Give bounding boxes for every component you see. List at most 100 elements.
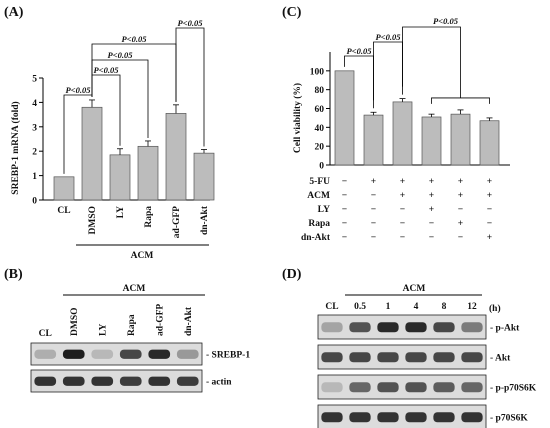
- blot_d-lane-label: 1: [386, 302, 391, 312]
- chart-c-condition-sign: +: [458, 177, 463, 187]
- chart-c-condition-sign: −: [371, 219, 376, 229]
- blot_b-band: [176, 376, 199, 386]
- blot_d-band: [405, 322, 427, 333]
- chart-a-bar: [165, 113, 187, 201]
- chart-a-significance-bracket: [175, 27, 205, 147]
- chart-c-significance-label: P<0.05: [433, 16, 459, 26]
- chart-a-y-tick-label: 2: [32, 148, 37, 158]
- blot_b-row-label: - actin: [206, 378, 232, 388]
- blot_b-lane-label: DMSO: [70, 308, 80, 337]
- blot_b-band: [34, 349, 57, 359]
- blot_b-band: [119, 349, 142, 359]
- blot_d-band: [405, 352, 427, 363]
- blot_d-blot-strip: [317, 404, 487, 428]
- blot_b-band: [34, 376, 57, 386]
- chart-c-significance-label: P<0.05: [376, 32, 402, 42]
- chart-c-y-tick-label: 100: [310, 67, 325, 77]
- blot_b-row-label: - SREBP-1: [206, 351, 250, 361]
- chart-c-y-tick-label: 0: [319, 162, 324, 172]
- blot_d-band: [321, 322, 343, 333]
- chart-a-category-label: dn-Akt: [200, 205, 210, 235]
- chart-c-condition-sign: −: [429, 233, 434, 243]
- blot_d-lane-label: 4: [414, 302, 419, 312]
- chart-c-condition-sign: −: [371, 191, 376, 201]
- panel-c-label: (C): [282, 5, 302, 20]
- blot_b-lane-label: Rapa: [127, 314, 137, 336]
- blot_d-band: [377, 382, 399, 393]
- chart-c-bar: [363, 114, 384, 166]
- chart-c-condition-sign: −: [342, 219, 347, 229]
- blot_d-band: [349, 382, 371, 393]
- blot_d-band: [461, 322, 483, 333]
- chart-c-y-tick-label: 20: [315, 143, 325, 153]
- blot_b-lane-label: CL: [39, 329, 52, 339]
- blot_b-blot-strip: [30, 342, 203, 366]
- blot_d-band: [461, 412, 483, 423]
- blot_b-lane-label: ad-GFP: [155, 304, 165, 336]
- blot_d-blot-strip: [317, 344, 487, 370]
- chart-a-group-label: ACM: [131, 251, 154, 261]
- blot_d-band: [433, 352, 455, 363]
- chart-c-condition-sign: −: [371, 205, 376, 215]
- panel-d-label: (D): [282, 267, 302, 282]
- chart-a-y-tick-label: 4: [32, 99, 37, 109]
- chart-a-significance-label: P<0.05: [66, 85, 92, 95]
- chart-c-condition-label: Rapa: [308, 219, 330, 229]
- blot_b-blot-strip: [30, 369, 203, 393]
- blot_d-row-label: - Akt: [490, 354, 511, 364]
- chart-a-bar: [53, 176, 75, 201]
- chart-c-condition-sign: −: [342, 191, 347, 201]
- chart-c-condition-sign: +: [429, 191, 434, 201]
- chart-c-condition-sign: +: [429, 205, 434, 215]
- chart-a-y-axis-label: SREBP-1 mRNA (fold): [10, 101, 21, 194]
- blot_d-row-label: - p-Akt: [490, 324, 520, 334]
- blot_b-band: [148, 376, 171, 386]
- blot_d-band: [349, 322, 371, 333]
- chart-a-significance-label: P<0.05: [94, 65, 120, 75]
- blot_d-band: [321, 352, 343, 363]
- chart-a-category-label: DMSO: [88, 206, 98, 235]
- blot_d-band: [461, 382, 483, 393]
- blot_d-band: [433, 382, 455, 393]
- blot-d: ACM (h) CL 0.5 1 4 8 12 - p-Akt - Akt - p-p70S6…: [317, 284, 537, 428]
- chart-c-condition-sign: −: [458, 205, 463, 215]
- blot_d-blot-strip: [317, 374, 487, 400]
- chart-c-condition-sign: +: [487, 177, 492, 187]
- chart-c-condition-sign: −: [400, 219, 405, 229]
- blot_d-band: [461, 352, 483, 363]
- chart-a-significance-label: P<0.05: [178, 18, 204, 28]
- blot_b-band: [119, 376, 142, 386]
- chart-a-category-label: LY: [116, 206, 126, 218]
- chart-c-condition-label: ACM: [307, 191, 330, 201]
- blot_d-band: [377, 322, 399, 333]
- blot_b-lane-label: dn-Akt: [184, 306, 194, 336]
- chart-c-condition-sign: −: [429, 219, 434, 229]
- panel-b-label: (B): [4, 267, 23, 282]
- chart-c-significance-bracket: [373, 41, 403, 101]
- chart-a-category-label: Rapa: [144, 206, 154, 228]
- chart-c-condition-sign: −: [400, 233, 405, 243]
- blot-d-group-label: ACM: [403, 284, 426, 294]
- chart-c-condition-sign: −: [487, 219, 492, 229]
- blot_d-lane-label: 8: [442, 302, 447, 312]
- blot_d-row-label: - p-p70S6K: [490, 384, 537, 394]
- chart-c-condition-label: LY: [318, 205, 330, 215]
- blot_b-band: [91, 349, 114, 359]
- blot_d-band: [349, 412, 371, 423]
- chart-c-bar: [392, 101, 413, 166]
- blot_d-band: [433, 412, 455, 423]
- blot-b: ACM CL DMSO LY Rapa ad-GFP dn-Akt - SREBP-1 - …: [30, 284, 250, 393]
- chart-a-bar: [193, 152, 215, 201]
- blot_d-band: [405, 412, 427, 423]
- chart-c-condition-sign: +: [487, 191, 492, 201]
- chart-a-significance-label: P<0.05: [108, 50, 134, 60]
- chart-a-category-label: CL: [57, 206, 70, 216]
- chart-c-condition-sign: +: [458, 191, 463, 201]
- blot_d-blot-strip: [317, 314, 487, 340]
- chart-a-bar: [81, 106, 103, 201]
- blot_d-lane-label: CL: [325, 302, 338, 312]
- chart-c-significance-bracket: [402, 26, 461, 98]
